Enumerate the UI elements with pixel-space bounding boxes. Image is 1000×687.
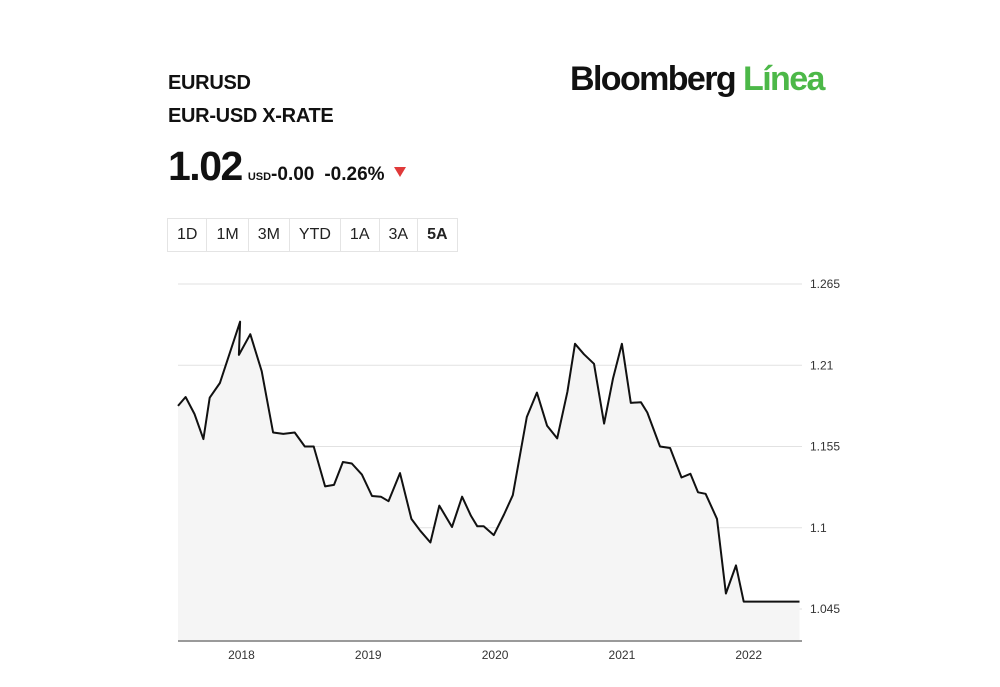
range-tab-ytd[interactable]: YTD [290, 219, 341, 251]
x-tick-label: 2018 [228, 648, 255, 662]
y-tick-label: 1.155 [810, 440, 840, 454]
quote-row: 1.02 USD -0.00 -0.26% [168, 143, 406, 189]
time-range-selector: 1D 1M 3M YTD 1A 3A 5A [167, 218, 458, 252]
y-tick-label: 1.1 [810, 521, 827, 535]
y-tick-label: 1.045 [810, 602, 840, 616]
currency-code: USD [247, 171, 272, 183]
range-tab-1m[interactable]: 1M [207, 219, 249, 251]
y-tick-label: 1.265 [810, 277, 840, 291]
range-tab-5a[interactable]: 5A [427, 226, 448, 243]
price-change: -0.00 [271, 164, 315, 185]
range-tab-3a[interactable]: 3A [380, 219, 419, 251]
last-price: 1.02 [168, 143, 243, 189]
bloomberg-linea-logo: Bloomberg Línea [570, 60, 825, 99]
y-tick-label: 1.21 [810, 358, 834, 372]
instrument-name: EUR-USD X-RATE [168, 105, 334, 127]
x-tick-label: 2022 [735, 648, 762, 662]
ticker-symbol: EURUSD [168, 72, 251, 94]
logo-wordmark-main: Bloomberg [570, 60, 737, 98]
range-tab-3m[interactable]: 3M [249, 219, 290, 251]
x-tick-label: 2020 [482, 648, 509, 662]
range-tab-1a[interactable]: 1A [341, 219, 380, 251]
price-line [177, 320, 800, 603]
price-change-percent: -0.26% [324, 164, 385, 185]
range-tab-1d[interactable]: 1D [168, 219, 208, 251]
logo-wordmark-accent: Línea [743, 60, 825, 98]
down-triangle-icon [393, 167, 406, 177]
x-tick-label: 2019 [355, 648, 382, 662]
price-area-fill [178, 321, 800, 641]
x-tick-label: 2021 [609, 648, 636, 662]
